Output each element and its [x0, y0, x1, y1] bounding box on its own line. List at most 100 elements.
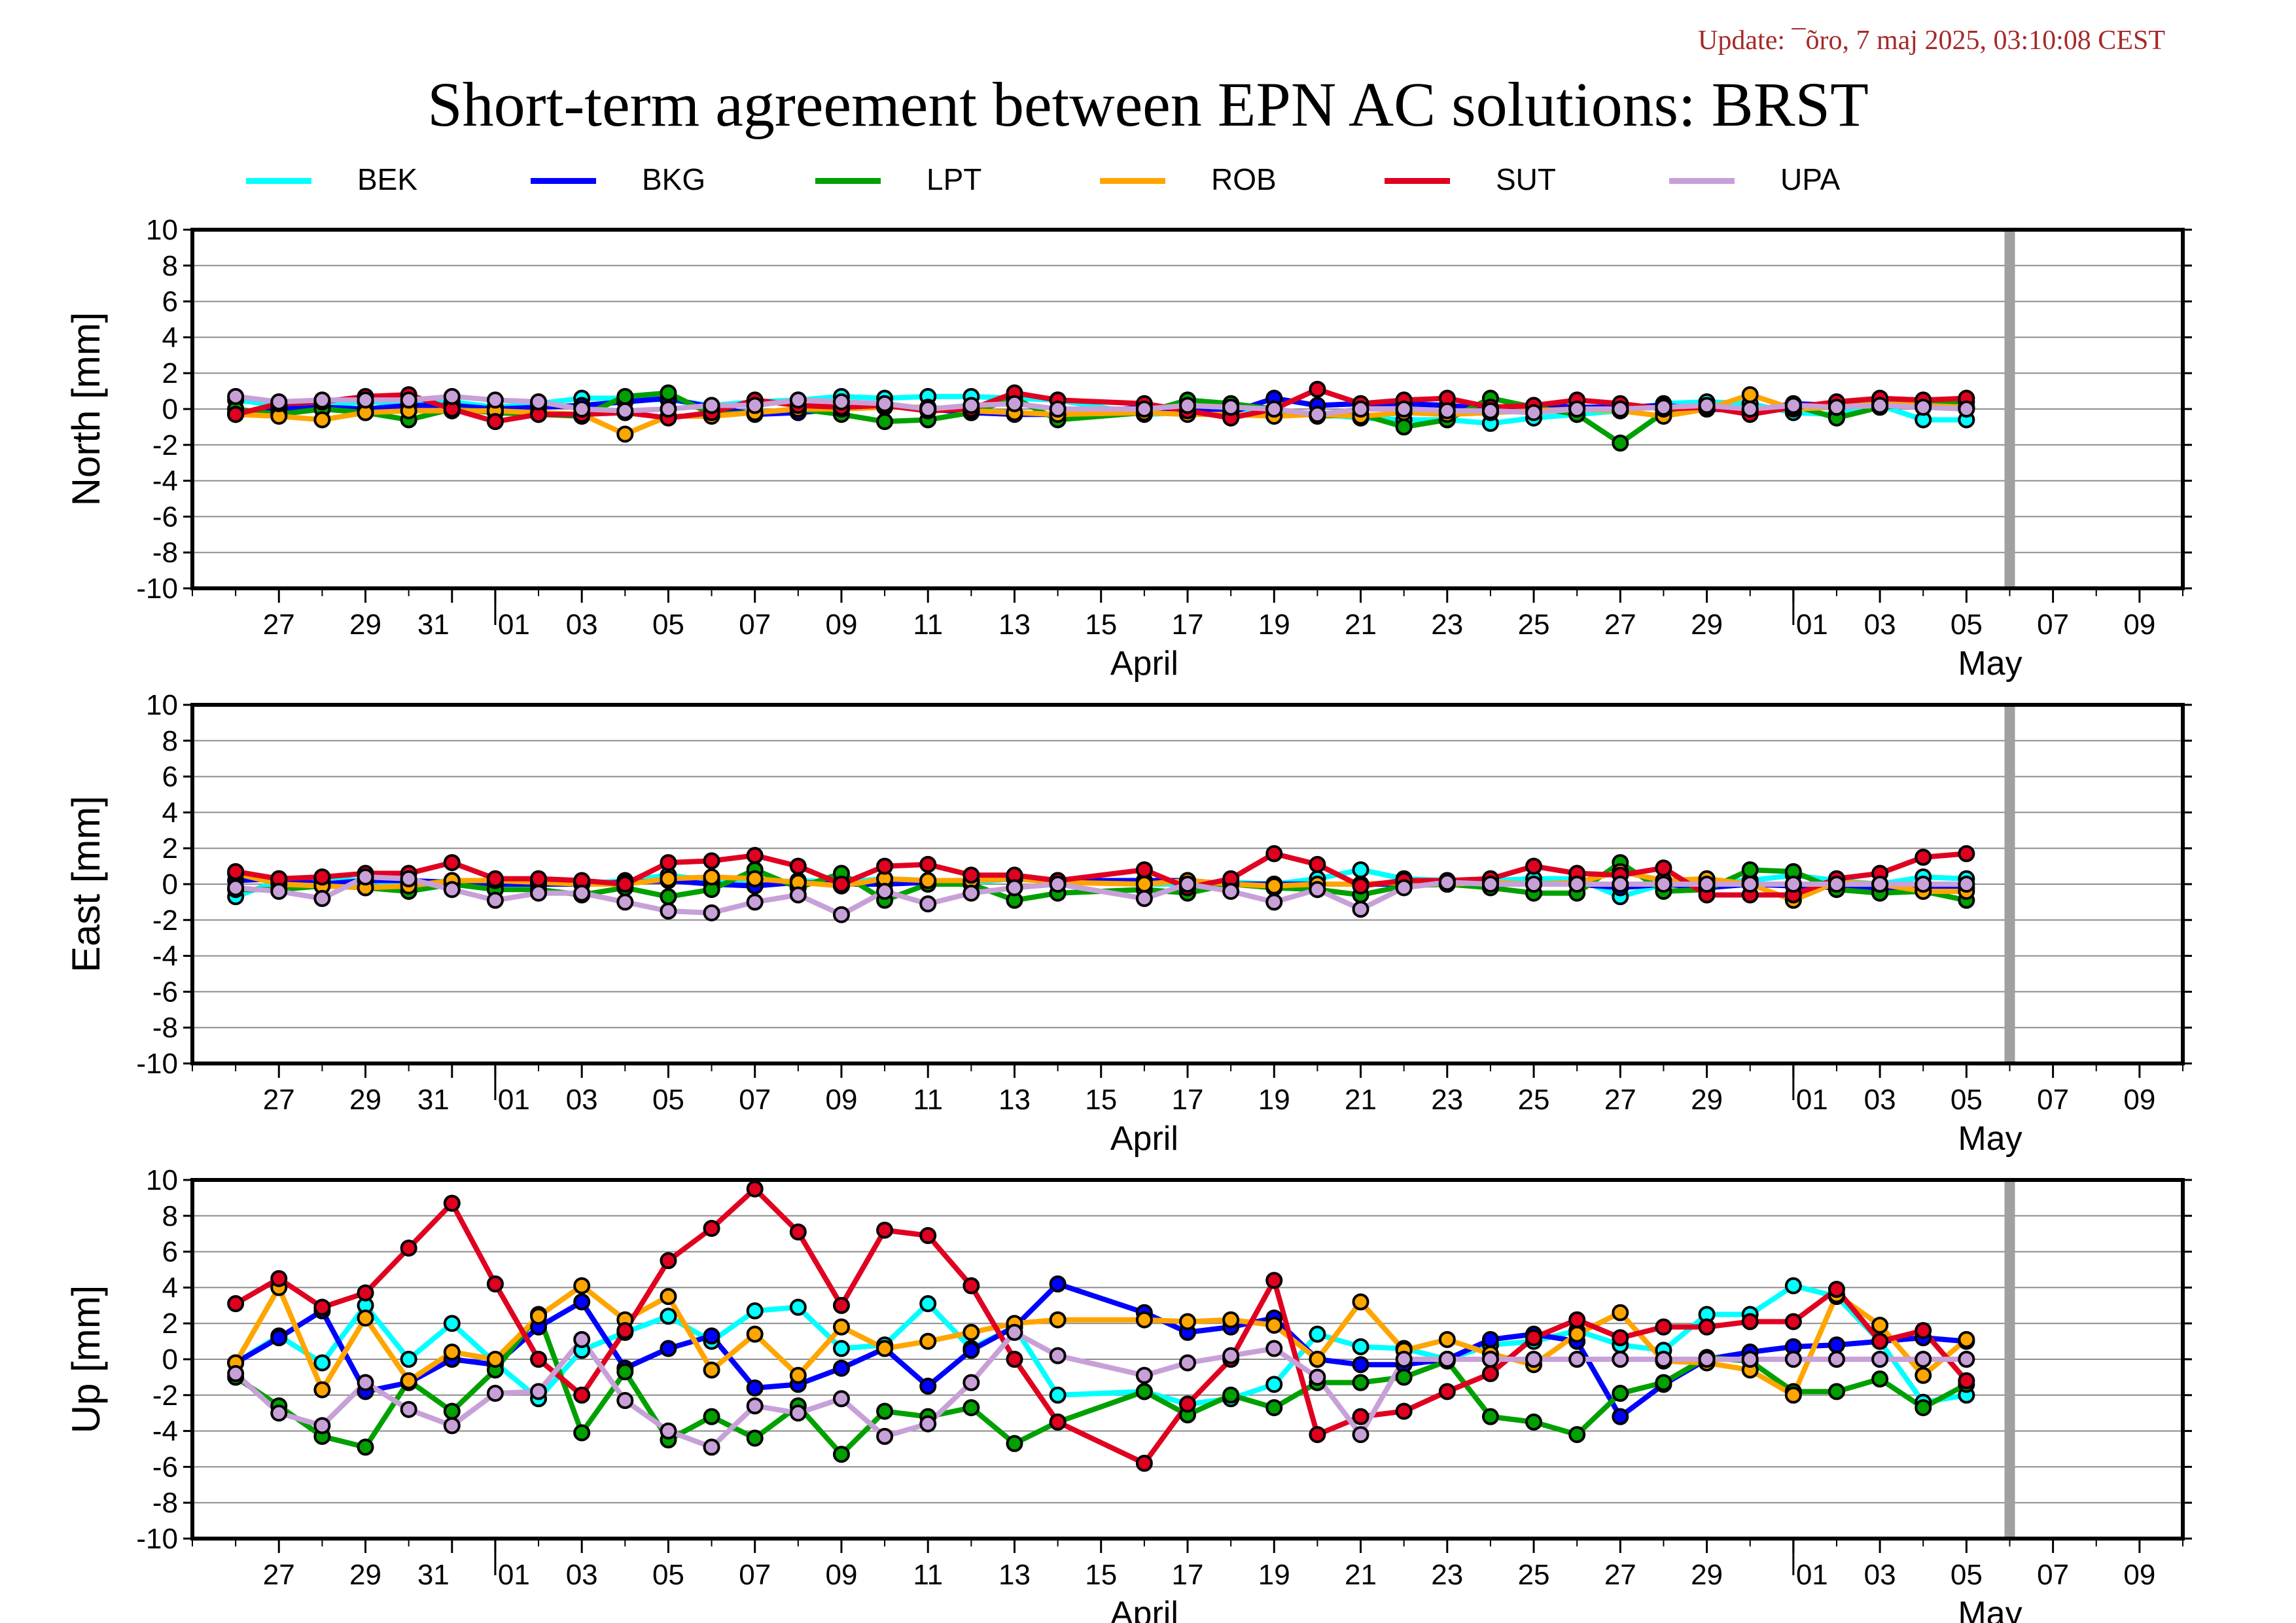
x-tick-label: 31 [417, 1559, 450, 1591]
x-tick-label: 15 [1085, 1084, 1117, 1116]
data-point-upa [573, 884, 591, 902]
data-point-upa [703, 397, 720, 414]
data-point-upa [1871, 1351, 1889, 1368]
data-point-upa [357, 391, 374, 409]
data-point-upa [1915, 876, 1932, 893]
data-point-upa [876, 1427, 894, 1445]
data-point-upa [1698, 1351, 1716, 1368]
data-point-rob [919, 1332, 937, 1350]
data-point-upa [486, 1385, 504, 1402]
data-point-upa [1006, 879, 1023, 897]
data-point-sut [270, 1270, 288, 1287]
data-point-rob [963, 1323, 980, 1341]
data-point-sut [789, 1223, 807, 1241]
data-point-rob [313, 411, 331, 429]
data-point-sut [1481, 1364, 1499, 1382]
data-point-sut [1655, 1318, 1672, 1336]
data-point-lpt [357, 1438, 374, 1456]
data-point-bek [746, 1302, 764, 1320]
data-point-lpt [1568, 1426, 1586, 1444]
y-tick-label: -4 [152, 940, 178, 972]
data-point-rob [616, 425, 634, 443]
data-point-bek [919, 1295, 937, 1313]
data-point-sut [1135, 861, 1153, 879]
data-point-rob [357, 1309, 374, 1327]
y-tick-label: 8 [162, 725, 178, 757]
y-tick-label: -2 [152, 904, 178, 936]
data-point-upa [1006, 395, 1023, 412]
x-tick-label: 27 [263, 609, 295, 641]
data-point-upa [660, 902, 677, 920]
panel-up: 10 8 6 4 2 0 -2 -4-6 -8 -10 Up [mm] 27 29 31 01 03 05 07 0… [64, 1164, 2192, 1623]
data-point-upa [1828, 1351, 1845, 1368]
data-point-upa [1784, 876, 1802, 893]
data-point-rob [1135, 876, 1153, 893]
x-tick-label: 09 [2123, 1084, 2155, 1116]
data-point-sut [1438, 1383, 1456, 1400]
data-point-upa [400, 1400, 417, 1418]
x-tick-label: 01 [498, 1559, 530, 1591]
month-label: May [1958, 1595, 2022, 1623]
x-tick-label: 29 [349, 1084, 381, 1116]
legend: BEK BKG LPT ROB SUT UPA [0, 160, 2296, 200]
data-point-upa [530, 393, 548, 411]
data-point-sut [1309, 855, 1326, 873]
data-point-lpt [1525, 1413, 1543, 1431]
data-point-sut [919, 1226, 937, 1244]
data-point-sut [486, 413, 504, 431]
data-point-upa [400, 391, 417, 409]
data-point-sut [616, 1322, 634, 1340]
x-tick-label: 27 [1604, 1084, 1636, 1116]
chart-title: Short-term agreement between EPN AC solu… [427, 69, 1869, 139]
data-point-sut [832, 1296, 850, 1314]
data-point-sut [746, 1180, 764, 1198]
x-tick-label: 29 [1691, 1559, 1723, 1591]
x-tick-label: 21 [1345, 1084, 1377, 1116]
x-tick-label: 03 [566, 1084, 598, 1116]
y-tick-label: -8 [152, 1487, 178, 1519]
data-point-upa [746, 1397, 764, 1415]
data-point-bek [660, 1308, 677, 1325]
data-point-lpt [660, 384, 677, 402]
data-point-sut [530, 870, 548, 887]
y-tick-label: -8 [152, 537, 178, 569]
series-line-sut [233, 851, 1969, 898]
x-tick-label: 11 [913, 609, 943, 641]
data-point-upa [1222, 399, 1240, 416]
x-tick-label: 17 [1172, 609, 1204, 641]
data-point-rob [1741, 386, 1759, 404]
data-point-sut [486, 1275, 504, 1293]
x-tick-label: 03 [566, 609, 598, 641]
legend-swatch [1669, 178, 1735, 184]
data-point-upa [1352, 1426, 1369, 1444]
data-point-bkg [1828, 1336, 1845, 1354]
data-point-upa [1784, 397, 1802, 414]
data-point-rob [313, 1381, 331, 1399]
data-point-upa [1135, 401, 1153, 418]
data-point-upa [660, 1422, 677, 1440]
data-point-sut [227, 863, 245, 880]
x-tick-label: 09 [825, 609, 857, 641]
series-line-rob [233, 392, 1969, 437]
data-point-bek [1049, 1386, 1067, 1404]
data-point-upa [270, 882, 288, 900]
data-point-bek [1265, 1376, 1283, 1393]
data-point-upa [1352, 401, 1369, 418]
data-point-rob [660, 1288, 677, 1306]
current-date-marker [2004, 705, 2015, 1063]
x-tick-label: 23 [1431, 1559, 1463, 1591]
data-point-bkg [1481, 1330, 1499, 1348]
data-point-rob [1222, 1311, 1240, 1329]
data-point-upa [963, 884, 980, 902]
data-point-bkg [832, 1359, 850, 1377]
data-point-upa [1309, 406, 1326, 423]
data-point-upa [400, 870, 417, 887]
data-point-rob [1265, 877, 1283, 895]
data-point-upa [660, 401, 677, 418]
series-line-upa [233, 393, 1969, 418]
data-point-sut [1915, 848, 1932, 866]
data-point-upa [1828, 399, 1845, 416]
data-point-bek [443, 1315, 461, 1332]
data-point-lpt [1006, 1435, 1023, 1452]
data-point-sut [443, 1194, 461, 1212]
